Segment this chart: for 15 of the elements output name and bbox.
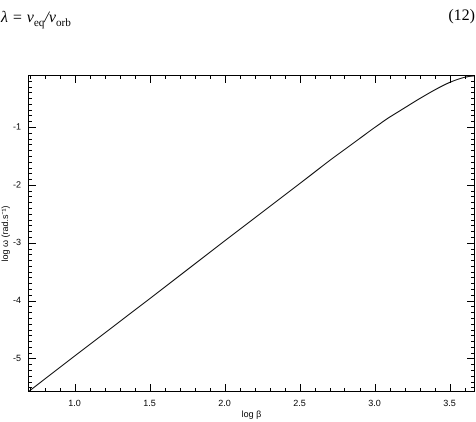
- x-tick-label: 1.0: [68, 398, 81, 408]
- y-tick-label: -3: [12, 237, 21, 248]
- y-tick-label: -1: [12, 122, 21, 132]
- x-axis-title: log β: [242, 409, 262, 420]
- x-tick-label: 3.0: [368, 398, 381, 408]
- y-tick-label: -5: [12, 352, 21, 363]
- text: λ = v$_{eq}$/v$_{orb}$: [1, 9, 71, 30]
- text: (12): [448, 7, 475, 25]
- x-tick-label: 2.0: [218, 398, 231, 408]
- y-tick-label: -2: [12, 179, 21, 190]
- x-tick-label: 3.5: [443, 398, 456, 408]
- y-tick-label: -4: [12, 295, 21, 306]
- x-tick-label: 2.5: [293, 398, 306, 408]
- x-tick-label: 1.5: [143, 398, 156, 408]
- y-axis-title: log ω (rad.s⁻¹): [0, 205, 10, 262]
